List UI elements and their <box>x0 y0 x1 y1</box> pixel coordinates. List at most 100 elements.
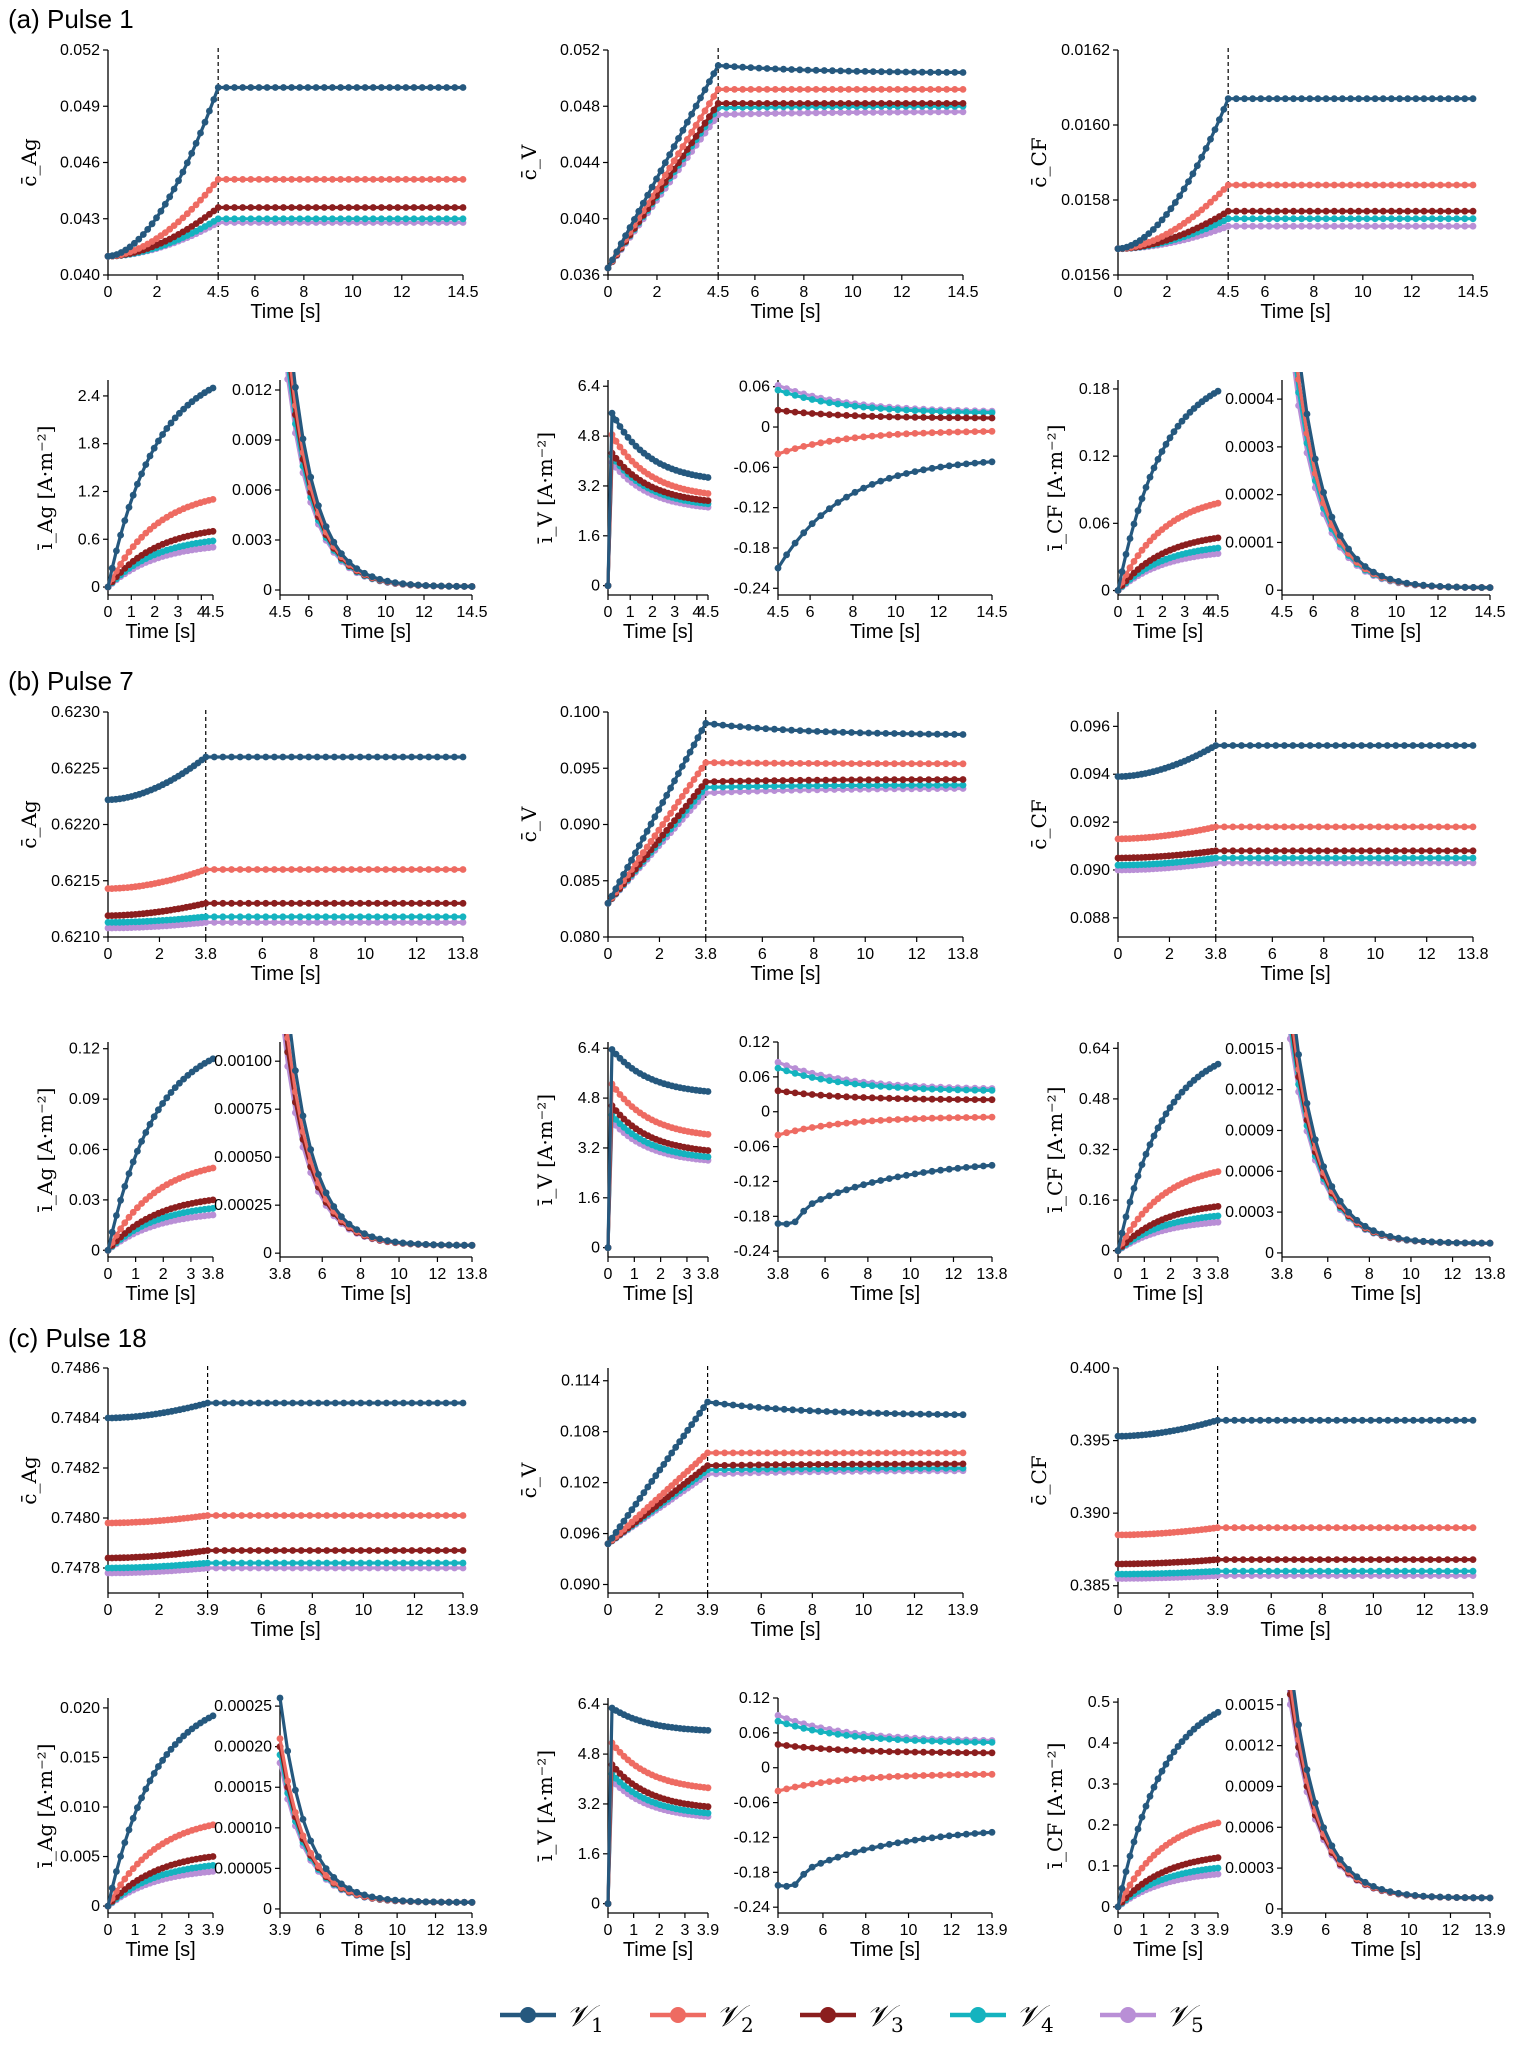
data-point-V2 <box>831 760 838 767</box>
data-point-V2 <box>1427 1524 1434 1532</box>
data-point-V4 <box>353 215 361 223</box>
data-point-V3 <box>1418 847 1425 855</box>
data-point-V5 <box>373 919 381 926</box>
data-point-V3 <box>1224 207 1232 215</box>
x-tick-label: 12 <box>1403 284 1421 301</box>
data-point-V5 <box>253 919 261 926</box>
data-point-V1 <box>692 102 700 110</box>
data-point-V1 <box>1158 1117 1166 1124</box>
data-point-V2 <box>1248 1524 1256 1532</box>
y-tick-label: 0.100 <box>560 704 600 721</box>
y-tick-label: 0.015 <box>60 1749 100 1766</box>
data-point-V5 <box>820 109 828 117</box>
data-point-V3 <box>962 414 970 422</box>
data-point-V1 <box>1146 1141 1154 1148</box>
data-point-V2 <box>442 1512 450 1519</box>
data-point-V5 <box>763 110 771 117</box>
data-point-V2 <box>916 760 924 768</box>
series-V1 <box>1114 1060 1222 1255</box>
plot-area <box>1114 1060 1222 1255</box>
data-point-V1 <box>780 1405 788 1413</box>
data-point-V4 <box>312 215 320 223</box>
data-point-V1 <box>1154 455 1162 463</box>
data-point-V3 <box>459 204 467 211</box>
data-point-V4 <box>443 215 451 223</box>
data-point-V3 <box>808 410 816 417</box>
data-point-V1 <box>608 892 616 900</box>
data-point-V1 <box>171 414 179 422</box>
data-point-V1 <box>1118 568 1126 575</box>
x-tick-label: 3 <box>682 1266 691 1283</box>
data-point-V4 <box>822 782 830 790</box>
data-point-V2 <box>639 849 647 856</box>
data-point-V4 <box>305 913 313 921</box>
data-point-V3 <box>806 1461 814 1468</box>
data-point-V1 <box>951 1411 958 1418</box>
data-point-V2 <box>271 176 279 183</box>
data-point-V1 <box>688 1421 696 1428</box>
data-point-V3 <box>459 1547 467 1554</box>
data-point-V3 <box>451 204 459 211</box>
data-point-V4 <box>1358 1567 1366 1575</box>
data-point-V2 <box>690 776 698 783</box>
series-V1 <box>774 1161 996 1228</box>
data-point-V1 <box>877 1177 885 1184</box>
data-point-V4 <box>1290 1567 1298 1575</box>
data-point-V5 <box>433 919 441 926</box>
data-point-V1 <box>445 582 453 590</box>
data-point-V5 <box>1272 859 1280 867</box>
data-point-V5 <box>1306 859 1314 867</box>
data-point-V1 <box>980 1162 987 1170</box>
data-point-V1 <box>1138 1161 1146 1168</box>
x-axis-label: Time [s] <box>623 1283 693 1305</box>
x-axis-label: Time [s] <box>850 621 920 643</box>
data-point-V2 <box>1298 823 1305 831</box>
x-tick-label: 8 <box>809 946 818 963</box>
data-point-V2 <box>823 1449 831 1457</box>
data-point-V1 <box>353 1226 361 1233</box>
data-point-V2 <box>272 1512 280 1519</box>
chart-b-cCF: 0 2 3.8 6 8 10 12 13.80.0880.0900.0920.0940.096… <box>1027 710 1489 985</box>
y-tick-label: 0.048 <box>560 98 600 115</box>
data-point-V1 <box>1330 95 1338 103</box>
data-point-V1 <box>361 569 368 577</box>
data-point-V4 <box>1257 215 1265 223</box>
data-point-V1 <box>442 753 450 761</box>
data-point-V3 <box>671 817 678 824</box>
data-point-V2 <box>337 176 344 183</box>
data-point-V1 <box>170 185 178 193</box>
data-point-V3 <box>361 204 369 211</box>
data-point-V3 <box>959 1460 967 1468</box>
data-point-V2 <box>1384 1524 1392 1532</box>
data-point-V2 <box>271 866 278 873</box>
data-point-V5 <box>348 1564 356 1572</box>
data-point-V1 <box>382 753 390 761</box>
x-tick-label: 10 <box>902 1266 920 1283</box>
data-point-V1 <box>652 1472 660 1480</box>
data-point-V1 <box>624 1512 632 1519</box>
data-point-V2 <box>373 866 381 873</box>
data-point-V5 <box>238 1564 246 1572</box>
data-point-V2 <box>877 1117 885 1124</box>
data-point-V3 <box>365 899 373 907</box>
data-point-V2 <box>289 1512 297 1519</box>
y-tick-label: 0 <box>761 1104 770 1121</box>
data-point-V2 <box>425 866 433 873</box>
x-tick-label: 12 <box>429 1266 447 1283</box>
data-point-V1 <box>1469 1416 1477 1424</box>
data-point-V4 <box>1358 854 1365 862</box>
data-point-V1 <box>1371 95 1379 103</box>
y-tick-label: 0.48 <box>1079 1091 1110 1108</box>
data-point-V5 <box>204 1564 212 1572</box>
data-point-V4 <box>418 215 426 223</box>
data-point-V2 <box>925 1449 933 1457</box>
data-point-V1 <box>678 763 686 770</box>
data-point-V5 <box>1355 222 1363 230</box>
data-point-V3 <box>865 776 873 784</box>
data-point-V4 <box>933 781 941 789</box>
y-tick-label: 0.0002 <box>1225 487 1274 504</box>
data-point-V1 <box>1126 535 1134 542</box>
data-point-V1 <box>313 753 321 761</box>
data-point-V4 <box>408 1559 416 1567</box>
y-tick-label: 6.4 <box>578 378 600 395</box>
